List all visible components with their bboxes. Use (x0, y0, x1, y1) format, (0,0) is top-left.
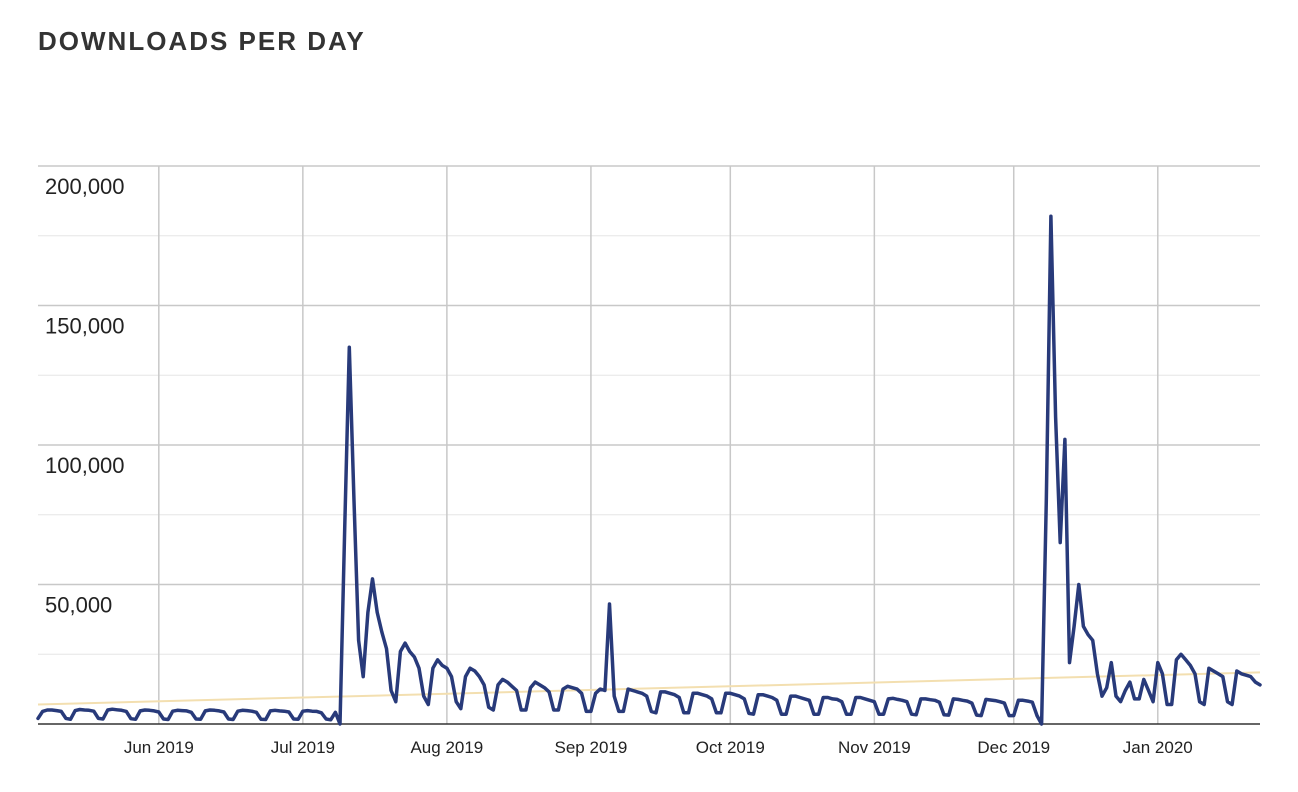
trend-line (37, 671, 1261, 706)
x-tick-label: Aug 2019 (410, 738, 483, 757)
x-tick-label: Oct 2019 (696, 738, 765, 757)
y-tick-label: 200,000 (45, 174, 125, 199)
data-line (36, 214, 1262, 726)
y-tick-label: 150,000 (45, 314, 125, 339)
x-tick-label: Jul 2019 (271, 738, 335, 757)
x-tick-label: Sep 2019 (555, 738, 628, 757)
y-tick-label: 100,000 (45, 453, 125, 478)
chart-title: DOWNLOADS PER DAY (38, 26, 366, 56)
x-tick-label: Jan 2020 (1123, 738, 1193, 757)
x-tick-label: Nov 2019 (838, 738, 911, 757)
x-tick-label: Jun 2019 (124, 738, 194, 757)
y-tick-label: 50,000 (45, 593, 112, 618)
x-tick-label: Dec 2019 (977, 738, 1050, 757)
